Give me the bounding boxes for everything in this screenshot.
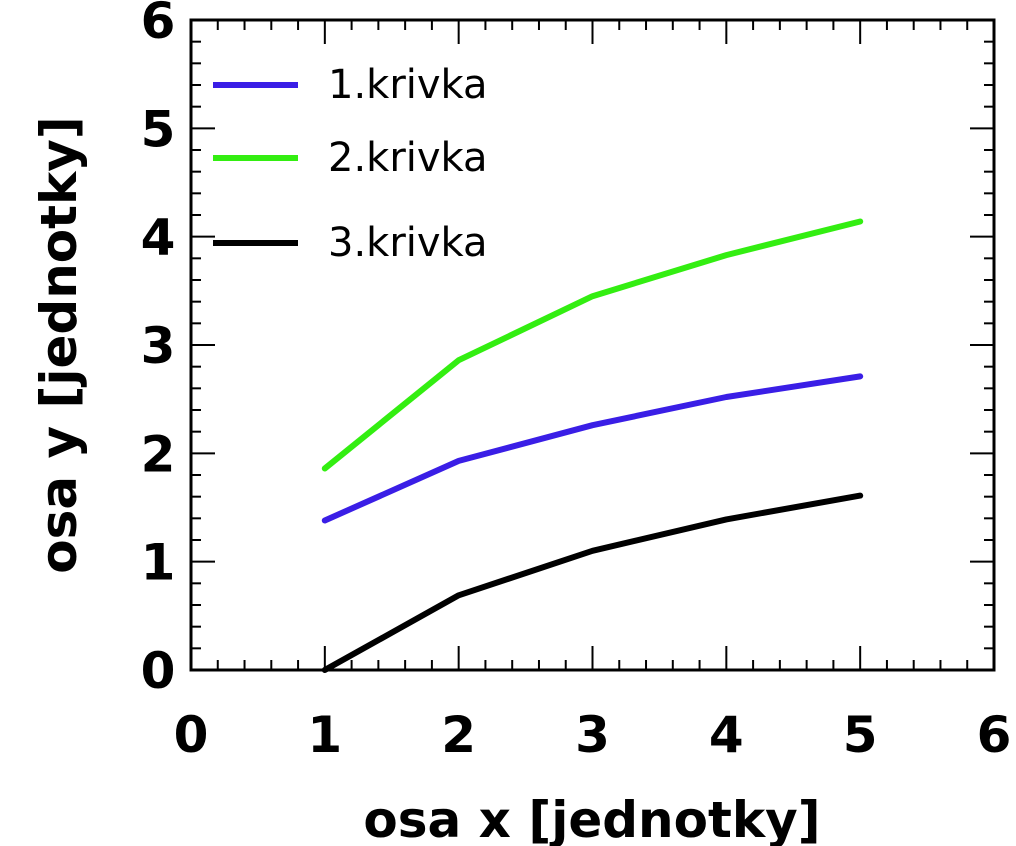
x-tick-label: 0 [174, 706, 209, 764]
y-tick-label: 3 [141, 317, 176, 375]
y-tick-label: 0 [141, 642, 176, 700]
legend-label-2: 2.krivka [328, 135, 488, 181]
x-tick-label: 3 [575, 706, 610, 764]
legend-label-1: 1.krivka [328, 62, 488, 108]
series-line-3 [321, 492, 864, 673]
x-tick-label: 1 [307, 706, 342, 764]
y-tick-label: 2 [141, 425, 176, 483]
tick-labels: 0 1 2 3 4 5 6 0 1 2 3 4 5 6 [141, 0, 1012, 764]
series-line-1 [321, 373, 864, 524]
x-axis-label: osa x [jednotky] [363, 791, 820, 846]
x-tick-label: 6 [977, 706, 1012, 764]
y-tick-label: 1 [141, 534, 176, 592]
series-line-2 [321, 218, 864, 472]
x-tick-label: 4 [709, 706, 744, 764]
y-tick-label: 5 [141, 100, 176, 158]
plot-frame [189, 18, 996, 672]
axis-ticks [190, 19, 995, 671]
y-tick-label: 6 [141, 0, 176, 50]
x-tick-label: 5 [843, 706, 878, 764]
y-tick-label: 4 [141, 209, 176, 267]
y-axis-label: osa y [jednotky] [30, 116, 88, 574]
legend: 1.krivka 2.krivka 3.krivka [213, 62, 488, 266]
legend-label-3: 3.krivka [328, 220, 488, 266]
plot-marks [321, 218, 864, 673]
x-tick-label: 2 [441, 706, 476, 764]
